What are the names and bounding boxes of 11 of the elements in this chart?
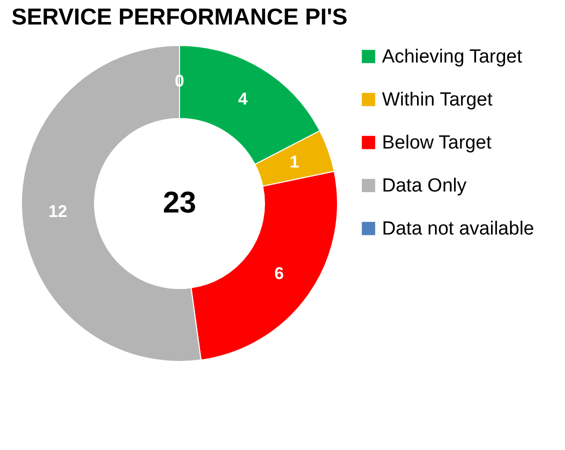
legend-label: Data Only: [382, 176, 467, 196]
data-label: 4: [238, 89, 248, 108]
legend-label: Achieving Target: [382, 46, 523, 68]
legend-label: Below Target: [382, 132, 492, 154]
data-label: 12: [48, 202, 68, 221]
data-label: 1: [290, 152, 300, 172]
legend-label: Data not available: [382, 218, 534, 240]
legend-label: Within Target: [382, 90, 494, 110]
chart-title: SERVICE PERFORMANCE PI'S: [11, 4, 348, 30]
text: 23: [162, 186, 196, 220]
data-label: 6: [274, 264, 284, 283]
